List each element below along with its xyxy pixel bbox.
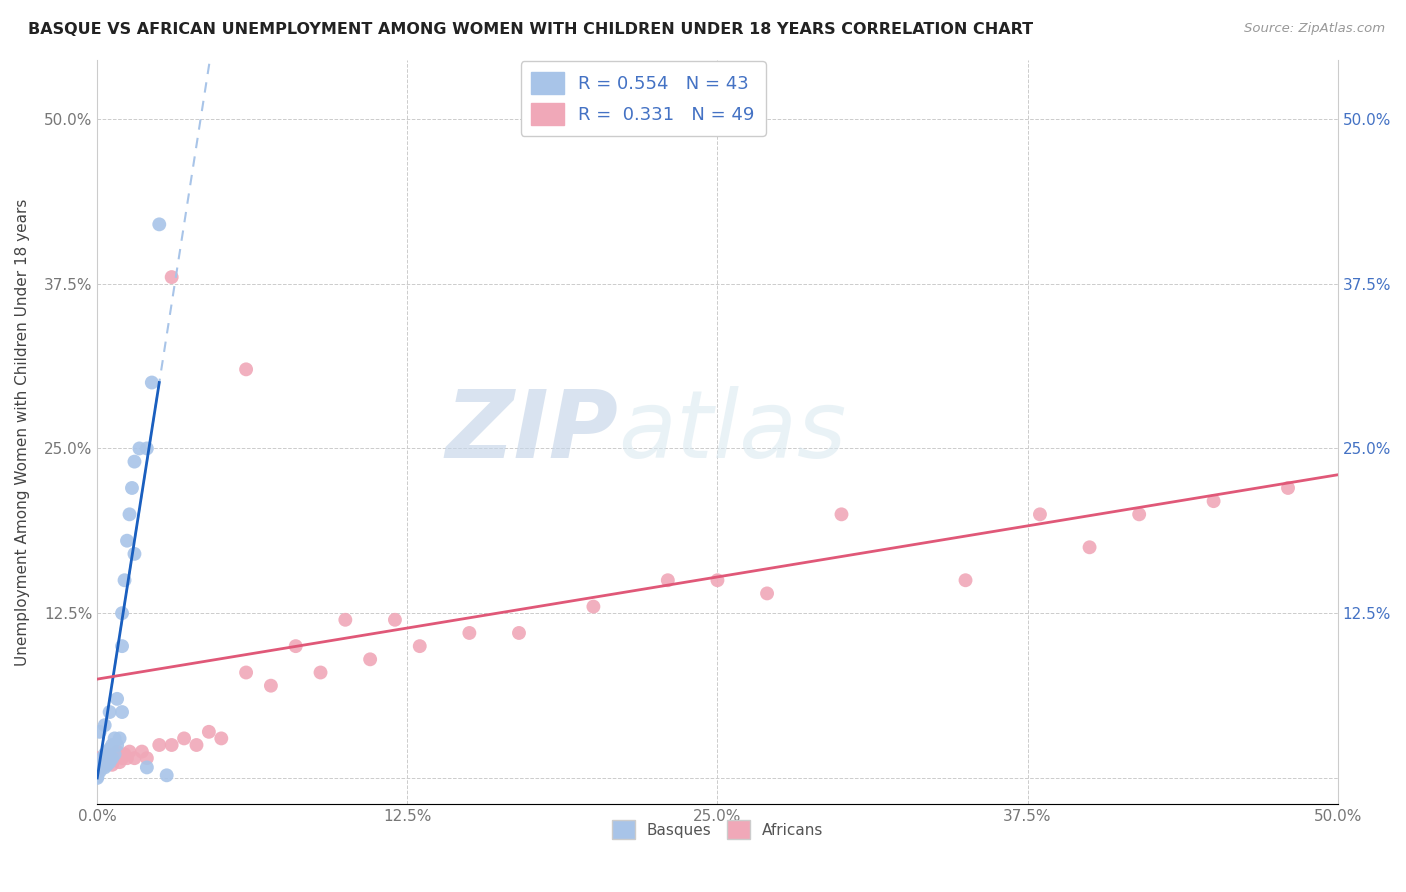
Point	[156, 768, 179, 782]
Text: Source: ZipAtlas.com: Source: ZipAtlas.com	[1244, 22, 1385, 36]
Point	[93, 718, 115, 732]
Point	[173, 731, 195, 746]
Point	[98, 705, 121, 719]
Point	[105, 745, 128, 759]
Point	[135, 760, 157, 774]
Point	[1202, 494, 1225, 508]
Point	[89, 764, 111, 779]
Point	[114, 747, 136, 762]
Point	[86, 771, 108, 785]
Point	[115, 751, 138, 765]
Point	[458, 626, 481, 640]
Point	[104, 731, 127, 746]
Point	[124, 751, 146, 765]
Point	[260, 679, 283, 693]
Point	[101, 738, 124, 752]
Point	[111, 639, 134, 653]
Point	[1277, 481, 1299, 495]
Point	[582, 599, 605, 614]
Point	[508, 626, 530, 640]
Point	[198, 724, 221, 739]
Legend: Basques, Africans: Basques, Africans	[606, 814, 830, 845]
Point	[706, 573, 728, 587]
Point	[86, 768, 108, 782]
Point	[148, 218, 170, 232]
Point	[91, 751, 114, 765]
Point	[98, 755, 121, 769]
Point	[160, 270, 183, 285]
Point	[384, 613, 406, 627]
Point	[309, 665, 332, 680]
Point	[1128, 508, 1150, 522]
Point	[93, 751, 115, 765]
Point	[98, 742, 121, 756]
Point	[135, 751, 157, 765]
Point	[284, 639, 307, 653]
Point	[409, 639, 432, 653]
Point	[104, 751, 127, 765]
Point	[657, 573, 679, 587]
Point	[96, 757, 118, 772]
Point	[118, 745, 141, 759]
Point	[89, 760, 111, 774]
Point	[118, 508, 141, 522]
Point	[86, 765, 108, 780]
Point	[89, 724, 111, 739]
Point	[830, 508, 852, 522]
Point	[148, 738, 170, 752]
Point	[135, 442, 157, 456]
Point	[955, 573, 977, 587]
Point	[131, 745, 153, 759]
Point	[121, 481, 143, 495]
Point	[89, 755, 111, 769]
Point	[235, 362, 257, 376]
Point	[86, 757, 108, 772]
Point	[86, 764, 108, 779]
Point	[86, 764, 108, 779]
Point	[124, 455, 146, 469]
Point	[86, 759, 108, 773]
Point	[160, 738, 183, 752]
Point	[114, 573, 136, 587]
Point	[86, 751, 108, 765]
Point	[101, 757, 124, 772]
Point	[111, 705, 134, 719]
Point	[105, 691, 128, 706]
Point	[124, 547, 146, 561]
Y-axis label: Unemployment Among Women with Children Under 18 years: Unemployment Among Women with Children U…	[15, 198, 30, 665]
Point	[128, 442, 150, 456]
Point	[756, 586, 779, 600]
Point	[89, 757, 111, 772]
Point	[108, 755, 131, 769]
Point	[115, 533, 138, 548]
Text: atlas: atlas	[619, 386, 846, 477]
Point	[104, 747, 127, 762]
Point	[111, 606, 134, 620]
Point	[186, 738, 208, 752]
Point	[335, 613, 357, 627]
Point	[359, 652, 381, 666]
Point	[91, 757, 114, 772]
Point	[96, 755, 118, 769]
Point	[93, 760, 115, 774]
Text: ZIP: ZIP	[446, 386, 619, 478]
Point	[111, 751, 134, 765]
Point	[98, 747, 121, 762]
Point	[105, 738, 128, 752]
Point	[108, 731, 131, 746]
Point	[1078, 541, 1101, 555]
Point	[141, 376, 163, 390]
Point	[235, 665, 257, 680]
Point	[93, 747, 115, 762]
Point	[91, 760, 114, 774]
Point	[96, 745, 118, 759]
Point	[209, 731, 232, 746]
Point	[101, 751, 124, 765]
Point	[86, 770, 108, 784]
Text: BASQUE VS AFRICAN UNEMPLOYMENT AMONG WOMEN WITH CHILDREN UNDER 18 YEARS CORRELAT: BASQUE VS AFRICAN UNEMPLOYMENT AMONG WOM…	[28, 22, 1033, 37]
Point	[1029, 508, 1052, 522]
Point	[86, 767, 108, 781]
Point	[86, 762, 108, 776]
